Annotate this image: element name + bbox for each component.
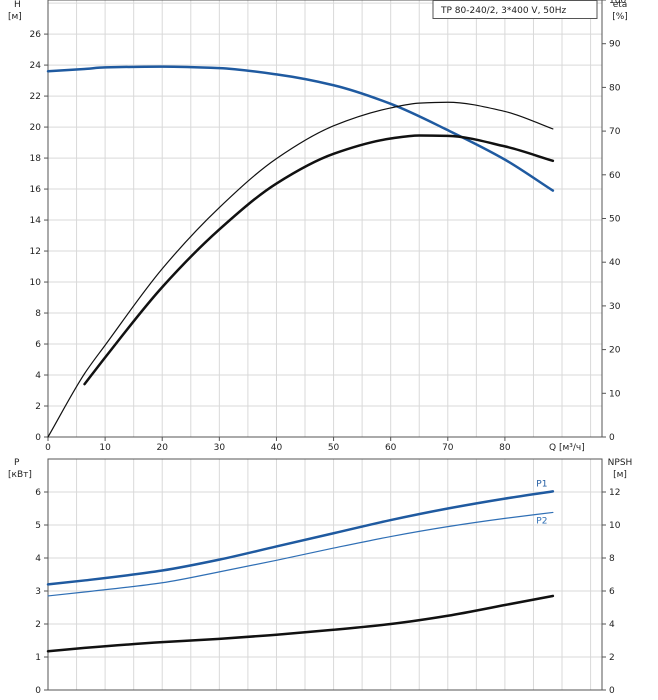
y-left-tick-label: 16 <box>30 185 42 195</box>
y-right-tick-label: 0 <box>609 433 615 443</box>
y-left-tick-label: 6 <box>35 488 41 498</box>
y-right-tick-label: 30 <box>609 302 621 312</box>
y-left-tick-label: 26 <box>30 30 42 40</box>
y-left-tick-label: 22 <box>30 92 41 102</box>
plot-frame <box>47 458 603 691</box>
y-right-tick-label: 0 <box>609 686 615 696</box>
y-right-axis-title: eta <box>613 0 628 10</box>
y-right-axis-unit: [м] <box>613 470 627 480</box>
y-left-tick-label: 4 <box>35 554 41 564</box>
title-box <box>432 0 598 19</box>
y-right-axis-title: NPSH <box>608 458 633 468</box>
y-left-axis-title: H <box>14 0 21 10</box>
y-right-tick-label: 50 <box>609 215 621 225</box>
y-right-tick-label: 8 <box>609 554 615 564</box>
y-right-tick-label: 12 <box>609 488 620 498</box>
x-axis-title: Q [м³/ч] <box>549 443 585 453</box>
y-left-tick-label: 0 <box>35 433 41 443</box>
y-left-tick-label: 5 <box>35 521 41 531</box>
series-line-curve-2 <box>47 101 554 438</box>
x-tick-label: 40 <box>271 443 283 453</box>
y-right-tick-label: 90 <box>609 40 621 50</box>
series-line-curve-1 <box>46 65 555 192</box>
y-right-tick-label: 100 <box>609 0 626 6</box>
chart-title: TP 80-240/2, 3*400 V, 50Hz <box>440 6 567 16</box>
series-label-p1: P1 <box>536 479 547 489</box>
y-right-tick-label: 40 <box>609 258 621 268</box>
y-left-tick-label: 3 <box>35 587 41 597</box>
y-right-tick-label: 6 <box>609 587 615 597</box>
y-left-tick-label: 2 <box>35 402 41 412</box>
y-left-tick-label: 0 <box>35 686 41 696</box>
y-left-tick-label: 4 <box>35 371 41 381</box>
y-right-tick-label: 60 <box>609 171 621 181</box>
y-left-tick-label: 14 <box>30 216 42 226</box>
series-line-p2 <box>47 511 554 597</box>
y-right-axis-unit: [%] <box>612 12 628 22</box>
y-right-tick-label: 10 <box>609 521 621 531</box>
x-tick-label: 30 <box>214 443 226 453</box>
x-tick-label: 80 <box>499 443 511 453</box>
series-line-p1 <box>46 490 555 586</box>
y-left-tick-label: 18 <box>30 154 42 164</box>
y-right-tick-label: 2 <box>609 653 615 663</box>
y-left-tick-label: 24 <box>30 61 42 71</box>
y-left-tick-label: 20 <box>30 123 42 133</box>
y-left-axis-unit: [кВт] <box>8 470 32 480</box>
x-tick-label: 10 <box>99 443 111 453</box>
x-tick-label: 50 <box>328 443 340 453</box>
y-right-tick-label: 10 <box>609 389 621 399</box>
series-line-curve-3 <box>83 134 555 386</box>
y-right-tick-label: 80 <box>609 83 621 93</box>
y-left-tick-label: 12 <box>30 247 41 257</box>
series-line-curve-3 <box>46 594 555 653</box>
x-tick-label: 0 <box>45 443 51 453</box>
y-left-tick-label: 2 <box>35 620 41 630</box>
series-label-p2: P2 <box>536 516 547 526</box>
x-tick-label: 20 <box>157 443 169 453</box>
head-efficiency-panel: 0246810121416182022242601020304050607080… <box>8 0 628 453</box>
x-tick-label: 70 <box>442 443 454 453</box>
y-left-axis-title: P <box>14 458 20 468</box>
y-left-tick-label: 8 <box>35 309 41 319</box>
y-left-tick-label: 6 <box>35 340 41 350</box>
y-left-tick-label: 1 <box>35 653 41 663</box>
y-right-tick-label: 70 <box>609 127 621 137</box>
y-right-tick-label: 20 <box>609 346 621 356</box>
x-tick-label: 60 <box>385 443 397 453</box>
y-right-tick-label: 4 <box>609 620 615 630</box>
y-left-axis-unit: [м] <box>8 12 22 22</box>
y-left-tick-label: 10 <box>30 278 42 288</box>
